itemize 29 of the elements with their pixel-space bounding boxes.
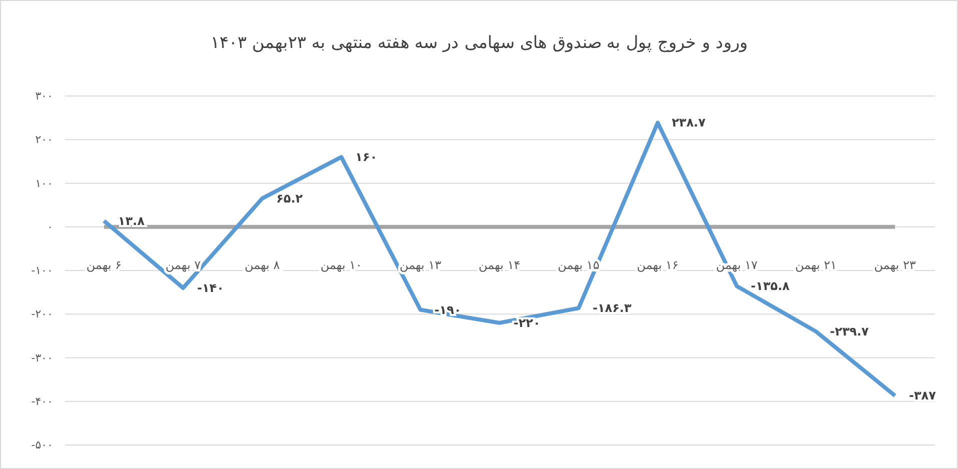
- x-tick-label: ۶ بهمن: [86, 258, 122, 272]
- y-tick-label: -۳۰۰: [31, 351, 53, 364]
- data-label: -۱۸۶.۳: [592, 301, 632, 316]
- data-label: ۱۶۰: [355, 150, 378, 164]
- x-tick-label: ۱۰ بهمن: [320, 258, 362, 272]
- x-tick-label: ۱۳ بهمن: [400, 258, 442, 272]
- y-tick-label: -۵۰۰: [31, 438, 53, 452]
- data-label: -۲۳۹.۷: [830, 324, 870, 338]
- chart-title: ورود و خروج پول به صندوق های سهامی در سه هفته منتهی به ۲۳بهمن ۱۴۰۳: [210, 33, 748, 53]
- x-tick-label: ۱۶ بهمن: [636, 258, 679, 272]
- data-label: -۲۲۰: [514, 316, 540, 330]
- data-label: -۱۳۵.۸: [750, 279, 790, 294]
- y-tick-label: ۳۰۰: [35, 90, 53, 103]
- x-tick-label: ۱۴ بهمن: [478, 258, 520, 272]
- data-label: ۶۵.۲: [276, 191, 304, 206]
- data-label: ۲۳۸.۷: [672, 116, 706, 130]
- y-tick-label: ۰: [47, 220, 53, 234]
- x-tick-label: ۲۱ بهمن: [795, 258, 837, 272]
- x-tick-label: ۲۳ بهمن: [874, 258, 916, 272]
- x-tick-label: ۸ بهمن: [244, 258, 280, 272]
- y-tick-label: -۲۰۰: [31, 308, 53, 321]
- y-tick-label: -۴۰۰: [31, 394, 53, 408]
- data-label: ۱۳.۸: [118, 214, 146, 228]
- y-tick-label: -۱۰۰: [31, 264, 53, 278]
- data-label: -۱۴۰: [197, 280, 224, 295]
- x-tick-label: ۷ بهمن: [165, 258, 202, 272]
- data-label: -۳۸۷: [909, 388, 937, 403]
- y-tick-label: ۱۰۰: [35, 176, 53, 190]
- y-tick-label: ۲۰۰: [35, 133, 53, 146]
